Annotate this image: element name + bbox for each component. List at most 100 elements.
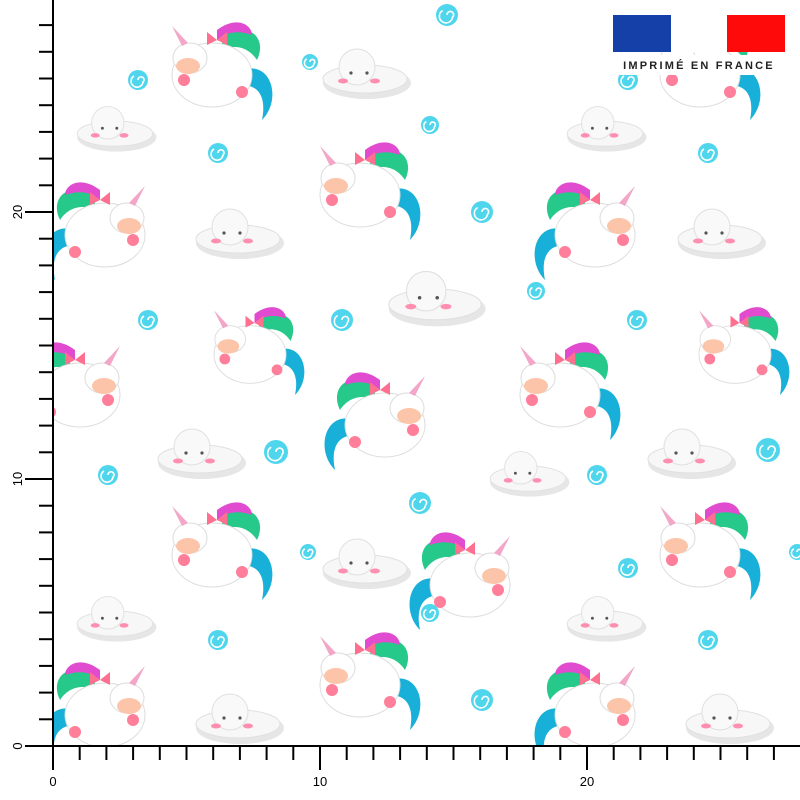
unicorn-hoof (326, 684, 338, 696)
cloud-cheek (701, 723, 711, 729)
unicorn-hoof (127, 714, 139, 726)
unicorn-hoof (236, 566, 248, 578)
unicorn-horn (520, 346, 536, 366)
unicorn-mane (336, 379, 375, 410)
unicorn (44, 182, 146, 280)
unicorn-snout (117, 218, 141, 234)
unicorn-horn (172, 26, 188, 46)
swirl (264, 440, 288, 464)
cloud (388, 270, 486, 327)
cloud-cheek (695, 458, 705, 464)
unicorn-mane (222, 29, 261, 60)
unicorn (171, 22, 273, 120)
ruler-label-x: 20 (580, 774, 594, 789)
unicorn-snout (482, 568, 506, 584)
unicorn (698, 307, 790, 395)
cloud-top (173, 428, 211, 466)
unicorn-hoof (756, 364, 768, 376)
unicorn-bow (207, 32, 227, 45)
ruler-left-bg (0, 0, 53, 800)
unicorn (319, 632, 421, 730)
cloud-top (581, 596, 615, 630)
cloud-eye (435, 296, 439, 300)
cloud-cheek (580, 623, 590, 628)
swirl-line (210, 635, 225, 648)
cloud (685, 693, 774, 744)
unicorn (659, 502, 761, 600)
unicorn (319, 142, 421, 240)
unicorn-snout (176, 58, 200, 74)
unicorn-hoof (69, 726, 81, 738)
cloud-top (405, 270, 447, 312)
cloud-top (91, 596, 125, 630)
cloud-eye (184, 451, 188, 455)
unicorn-bow (730, 315, 749, 328)
swirl (471, 689, 493, 711)
unicorn-snout (324, 668, 348, 684)
unicorn-snout (92, 378, 116, 394)
swirl (436, 4, 458, 26)
unicorn-bow (245, 315, 264, 328)
ruler-label-y: 0 (10, 742, 25, 749)
unicorn-snout (524, 378, 548, 394)
cloud-top (338, 538, 376, 576)
cloud-cheek (205, 458, 215, 464)
unicorn (519, 342, 621, 440)
unicorn-hoof (704, 353, 716, 365)
unicorn-horn (619, 186, 635, 206)
unicorn-horn (129, 666, 145, 686)
cloud-eye (365, 561, 369, 565)
swirl (618, 558, 638, 578)
unicorn-horn (104, 346, 120, 366)
cloud-eye (222, 231, 226, 235)
unicorn-horn (172, 506, 188, 526)
badge-backdrop (610, 55, 790, 75)
unicorn-hoof (102, 394, 114, 406)
swirl-line (411, 497, 428, 512)
unicorn (324, 372, 426, 470)
unicorn-mane (744, 313, 779, 341)
unicorn-mane (365, 632, 400, 650)
unicorn-hoof (407, 424, 419, 436)
unicorn-horn (409, 376, 425, 396)
swirl-line (700, 635, 715, 648)
cloud-eye (100, 126, 104, 130)
cloud-top (581, 106, 615, 140)
swirl (331, 309, 353, 331)
swirl-line (473, 206, 490, 221)
cloud-eye (417, 296, 422, 300)
unicorn-bow (90, 672, 110, 685)
cloud (566, 106, 647, 152)
swirl-line (422, 608, 437, 621)
swirl-line (620, 563, 635, 576)
unicorn-mane (370, 149, 409, 180)
unicorn-mane (739, 307, 771, 323)
swirl-line (790, 548, 800, 559)
cloud-eye (238, 231, 242, 235)
cloud-cheek (609, 133, 619, 138)
unicorn-snout (607, 698, 631, 714)
cloud-eye (728, 716, 732, 720)
unicorn-hoof (617, 714, 629, 726)
unicorn-mane (65, 662, 100, 680)
flag-red (727, 15, 785, 52)
unicorn-snout (117, 698, 141, 714)
unicorn-hoof (559, 246, 571, 258)
cloud-cheek (90, 133, 100, 138)
swirl-line (528, 286, 543, 299)
unicorn-mane (65, 182, 100, 200)
cloud-cheek (211, 238, 221, 244)
unicorn-hoof (666, 74, 678, 86)
unicorn-hoof (724, 566, 736, 578)
unicorn-hoof (326, 194, 338, 206)
swirl-line (210, 148, 225, 161)
unicorn-snout (702, 339, 725, 354)
cloud-cheek (338, 78, 348, 84)
swirl-line (303, 58, 316, 69)
unicorn-hoof (384, 696, 396, 708)
cloud-cheek (338, 568, 348, 574)
swirl (300, 544, 316, 560)
cloud (489, 451, 570, 497)
cloud-eye (115, 616, 119, 620)
